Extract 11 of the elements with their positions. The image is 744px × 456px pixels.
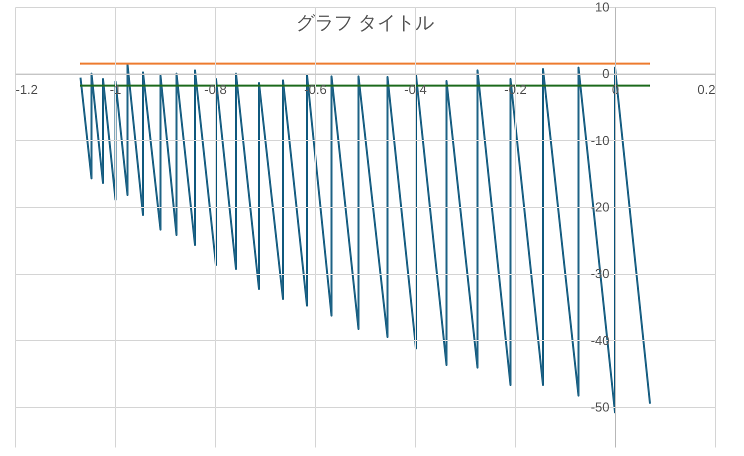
y-tick-label: -10 bbox=[590, 132, 610, 148]
x-tick-label: 0.2 bbox=[697, 82, 716, 98]
y-tick-label: -20 bbox=[590, 200, 610, 214]
y-tick-label: 0 bbox=[602, 66, 610, 82]
line-series bbox=[80, 63, 651, 414]
chart-title: グラフ タイトル bbox=[296, 13, 434, 34]
x-tick-label: -1.2 bbox=[16, 82, 38, 98]
y-tick-label: 10 bbox=[595, 0, 610, 14]
y-tick-label: -30 bbox=[590, 266, 610, 282]
y-tick-label: -40 bbox=[590, 332, 610, 348]
y-tick-label: -50 bbox=[590, 400, 610, 414]
